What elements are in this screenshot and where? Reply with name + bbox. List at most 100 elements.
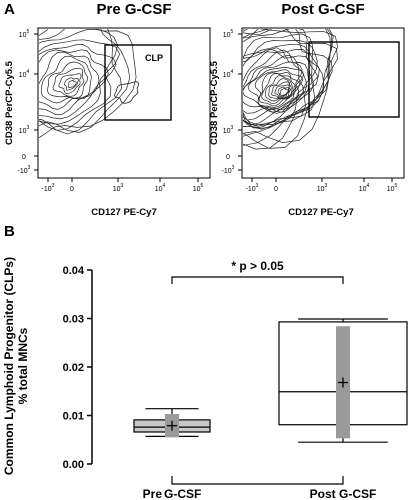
post-y-tick-label-4: -103 bbox=[222, 165, 235, 175]
pre-flow-plot: Pre G-CSF CLP -103 0 103 104 1051051041030-1… bbox=[4, 1, 211, 218]
panel-b-letter: B bbox=[4, 223, 15, 240]
pre-y-tick-exp-1: 4 bbox=[27, 69, 30, 75]
post-contours bbox=[243, 29, 339, 150]
post-contour-0 bbox=[280, 88, 289, 97]
pre-x-axis-label: CD127 PE-Cy7 bbox=[91, 207, 156, 218]
pre-contour-5 bbox=[40, 55, 92, 104]
post-x-tick-label-0: -103 bbox=[246, 183, 259, 193]
post-contour-23 bbox=[243, 29, 334, 150]
pre-x-tick-exp-3: 4 bbox=[163, 183, 166, 189]
pre-contour-7 bbox=[39, 49, 109, 115]
post-contour-group bbox=[243, 29, 339, 150]
post-contour-7 bbox=[258, 72, 301, 107]
category-label-0: Pre G-CSF bbox=[143, 487, 202, 500]
pre-contour-12 bbox=[39, 29, 131, 133]
category-label-0-part-0: Pre bbox=[143, 487, 163, 500]
pre-plot-frame bbox=[37, 27, 211, 179]
post-x-tick-label-3: 104 bbox=[359, 183, 370, 193]
post-x-tick-exp-3: 4 bbox=[367, 183, 370, 189]
box-y-axis-label-2: % total MNCs bbox=[16, 327, 30, 404]
pre-contour-11 bbox=[39, 29, 122, 135]
pre-contour-3 bbox=[52, 67, 85, 97]
pre-contour-8 bbox=[39, 44, 117, 120]
pre-x-tick-label-2: 103 bbox=[113, 183, 124, 193]
pre-x-tick-exp-0: 3 bbox=[52, 183, 55, 189]
pre-contour-2 bbox=[58, 73, 82, 94]
post-plot-frame bbox=[241, 27, 405, 179]
post-y-tick-label-0: 105 bbox=[223, 29, 234, 39]
box-plot: 0.00 0.01 0.02 0.03 0.04 * p > 0.05 Pre G-CSF Po… bbox=[63, 259, 408, 500]
pre-contour-9 bbox=[39, 39, 120, 125]
panel-a-letter: A bbox=[4, 1, 15, 18]
pre-clp-gate bbox=[104, 44, 172, 121]
post-contour-25 bbox=[243, 29, 332, 143]
pre-contour-group bbox=[39, 29, 137, 139]
pre-ticks: -103 0 103 104 105 105 104 103 0 -103 bbox=[18, 29, 204, 193]
post-y-tick-label-2: 103 bbox=[223, 125, 234, 135]
post-contour-9 bbox=[247, 67, 305, 110]
post-contour-19 bbox=[243, 29, 324, 130]
box-y-axis-label-1: Common Lymphoid Progenitor (CLPs) bbox=[2, 257, 16, 475]
pre-x-tick-exp-2: 3 bbox=[121, 183, 124, 189]
pre-y-tick-exp-0: 5 bbox=[27, 29, 30, 35]
post-contour-18 bbox=[243, 33, 316, 129]
box-y-tick-label-2: 0.02 bbox=[63, 362, 84, 374]
post-x-tick-exp-2: 3 bbox=[325, 183, 328, 189]
post-contour-15 bbox=[243, 49, 319, 127]
post-ticks: -103 0 103 104 105 105 104 103 0 -103 bbox=[222, 29, 398, 193]
pre-flow-title: Pre G-CSF bbox=[96, 1, 171, 18]
post-contour-6 bbox=[261, 73, 296, 105]
post-contour-4 bbox=[268, 78, 292, 100]
post-x-axis-label: CD127 PE-Cy7 bbox=[288, 207, 353, 218]
pre-contour-0 bbox=[68, 80, 77, 89]
pre-y-tick-label-3: 0 bbox=[22, 154, 26, 161]
post-y-tick-exp-1: 4 bbox=[231, 69, 234, 75]
pre-clp-island bbox=[114, 81, 139, 104]
post-y-tick-label-1: 104 bbox=[223, 69, 234, 79]
significance-label: * p > 0.05 bbox=[231, 259, 284, 273]
pre-contour-1 bbox=[64, 77, 79, 91]
post-flow-plot: Post G-CSF -103 0 103 104 105 105 104 103 0-103 … bbox=[209, 1, 405, 218]
post-flow-title: Post G-CSF bbox=[281, 1, 364, 18]
post-y-tick-exp-4: 3 bbox=[232, 165, 235, 171]
category-label-0-part-1: G-CSF bbox=[164, 487, 201, 500]
category-label-1: Post G-CSF bbox=[310, 487, 377, 500]
pre-x-tick-label-1: 0 bbox=[70, 186, 74, 193]
pre-y-tick-label-0: 105 bbox=[19, 29, 30, 39]
pre-y-tick-exp-2: 3 bbox=[27, 125, 30, 131]
post-x-tick-label-1: 0 bbox=[274, 186, 278, 193]
post-y-tick-label-3: 0 bbox=[226, 154, 230, 161]
post-clp-gate bbox=[308, 41, 400, 118]
pre-contour-10 bbox=[39, 29, 118, 131]
pre-x-tick-label-4: 105 bbox=[193, 183, 204, 193]
pre-y-tick-label-1: 104 bbox=[19, 69, 30, 79]
post-x-tick-label-4: 105 bbox=[387, 183, 398, 193]
pre-contour-6 bbox=[39, 51, 100, 110]
pre-y-axis-label: CD38 PerCP-Cy5.5 bbox=[4, 60, 15, 145]
post-contour-17 bbox=[243, 40, 318, 126]
pre-y-tick-label-4: -103 bbox=[18, 165, 31, 175]
post-contour-11 bbox=[243, 54, 304, 114]
box-y-tick-label-1: 0.01 bbox=[63, 411, 84, 423]
pre-x-tick-exp-4: 5 bbox=[201, 183, 204, 189]
post-contour-24 bbox=[243, 29, 331, 149]
pre-contours bbox=[39, 29, 139, 139]
pre-contour-4 bbox=[47, 61, 89, 99]
post-x-tick-exp-0: 3 bbox=[256, 183, 259, 189]
pre-contour-13 bbox=[39, 29, 137, 139]
post-x-tick-exp-4: 5 bbox=[395, 183, 398, 189]
pre-x-tick-label-3: 104 bbox=[155, 183, 166, 193]
pre-y-tick-exp-4: 3 bbox=[28, 165, 31, 171]
post-y-tick-exp-0: 5 bbox=[231, 29, 234, 35]
box-y-tick-label-0: 0.00 bbox=[63, 459, 84, 471]
pre-gate-label: CLP bbox=[145, 53, 163, 63]
box-y-tick-label-4: 0.04 bbox=[63, 265, 85, 277]
pre-x-tick-label-0: -103 bbox=[42, 183, 55, 193]
post-y-tick-exp-2: 3 bbox=[231, 125, 234, 131]
post-contour-16 bbox=[243, 43, 320, 126]
post-x-tick-label-2: 103 bbox=[317, 183, 328, 193]
box-y-tick-label-3: 0.03 bbox=[63, 314, 84, 326]
significance-bracket bbox=[171, 276, 344, 284]
pre-y-tick-label-2: 103 bbox=[19, 125, 30, 135]
